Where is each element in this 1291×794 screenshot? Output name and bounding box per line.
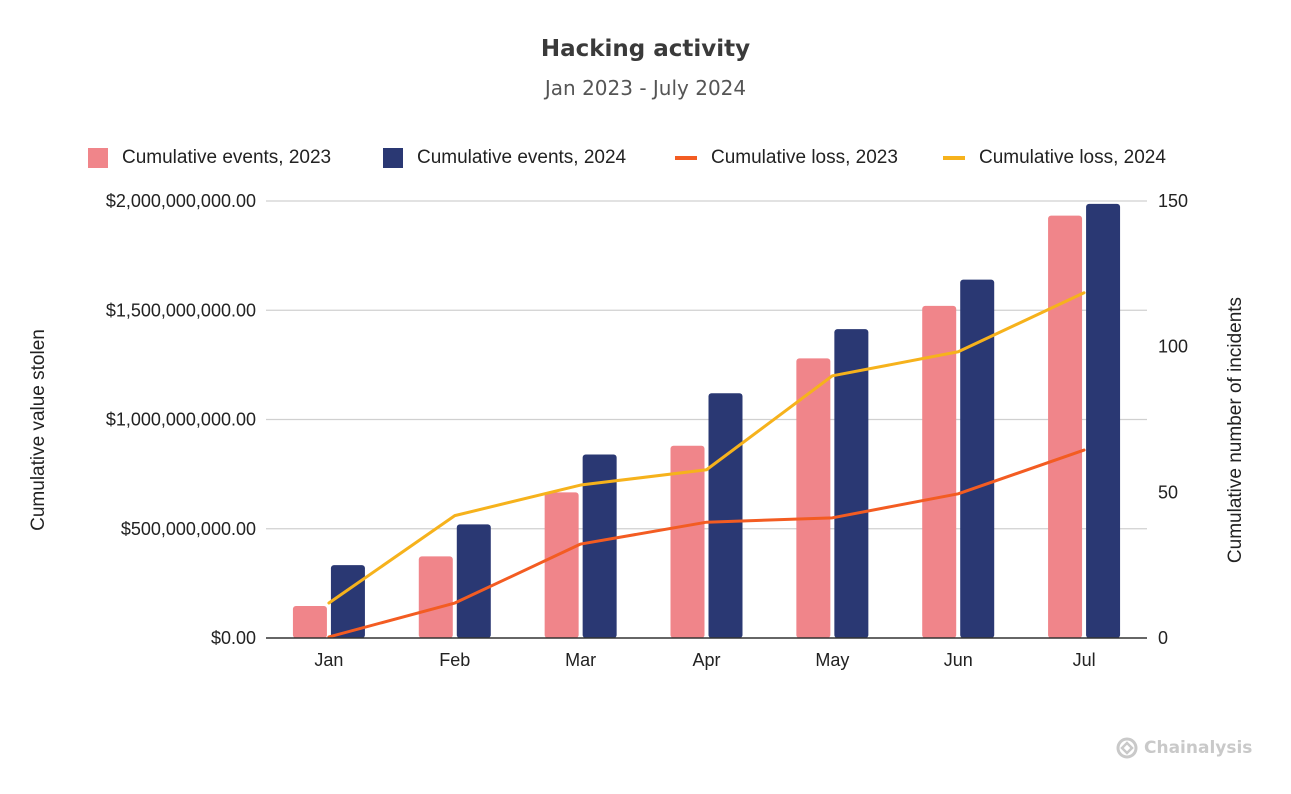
x-tick-label: Jul [1073, 650, 1096, 670]
brand-name: Chainalysis [1144, 738, 1253, 758]
bar [796, 358, 831, 638]
bar [922, 305, 957, 638]
legend-label: Cumulative loss, 2024 [979, 147, 1166, 168]
chainalysis-logo: Chainalysis [1116, 737, 1252, 759]
y-right-tick-label: 50 [1158, 482, 1178, 502]
legend-swatch [383, 148, 403, 168]
axes: $0.00 $500,000,000.00 $1,000,000,000.00 $1,… [106, 191, 1188, 670]
bar [960, 279, 995, 638]
legend-label: Cumulative events, 2023 [122, 147, 332, 168]
series-line [327, 291, 1086, 605]
legend-item-loss-2023: Cumulative loss, 2023 [675, 145, 898, 171]
y-left-tick-label: $1,500,000,000.00 [106, 300, 256, 320]
chainalysis-logo-icon [1116, 737, 1138, 759]
chart-title: Hacking activity [540, 36, 751, 62]
chart-subtitle: Jan 2023 - July 2024 [544, 76, 747, 100]
legend-item-events-2024: Cumulative events, 2024 [383, 145, 626, 171]
legend-label: Cumulative events, 2024 [417, 147, 627, 168]
bar [544, 492, 579, 638]
x-tick-label: Feb [439, 650, 470, 670]
legend-swatch [943, 156, 965, 160]
y-left-tick-label: $500,000,000.00 [121, 519, 256, 539]
legend-item-events-2023: Cumulative events, 2023 [88, 145, 331, 171]
y-left-tick-label: $0.00 [211, 628, 256, 648]
legend-swatch [88, 148, 108, 168]
y-right-tick-label: 100 [1158, 337, 1188, 357]
bar [292, 605, 327, 638]
bar [456, 524, 491, 638]
bar [418, 556, 453, 638]
y-axis-left-label: Cumulative value stolen [28, 329, 49, 531]
bar [834, 329, 869, 638]
x-tick-label: Apr [692, 650, 720, 670]
x-tick-label: Jan [314, 650, 343, 670]
y-left-tick-label: $2,000,000,000.00 [106, 191, 256, 211]
x-tick-label: Jun [944, 650, 973, 670]
legend-swatch [675, 156, 697, 160]
x-tick-label: May [815, 650, 849, 670]
gridlines [266, 200, 1147, 530]
bar [1086, 203, 1121, 638]
y-right-tick-label: 150 [1158, 191, 1188, 211]
lines [327, 291, 1086, 639]
series-line [327, 448, 1086, 639]
bar [1048, 215, 1083, 639]
bar [670, 445, 705, 638]
bar [582, 454, 617, 638]
bar [708, 393, 743, 638]
legend-label: Cumulative loss, 2023 [711, 147, 898, 168]
y-right-tick-label: 0 [1158, 628, 1168, 648]
y-left-tick-label: $1,000,000,000.00 [106, 410, 256, 430]
y-axis-right-label: Cumulative number of incidents [1225, 297, 1246, 563]
legend-item-loss-2024: Cumulative loss, 2024 [943, 145, 1166, 171]
x-tick-label: Mar [565, 650, 596, 670]
bars [292, 203, 1121, 639]
